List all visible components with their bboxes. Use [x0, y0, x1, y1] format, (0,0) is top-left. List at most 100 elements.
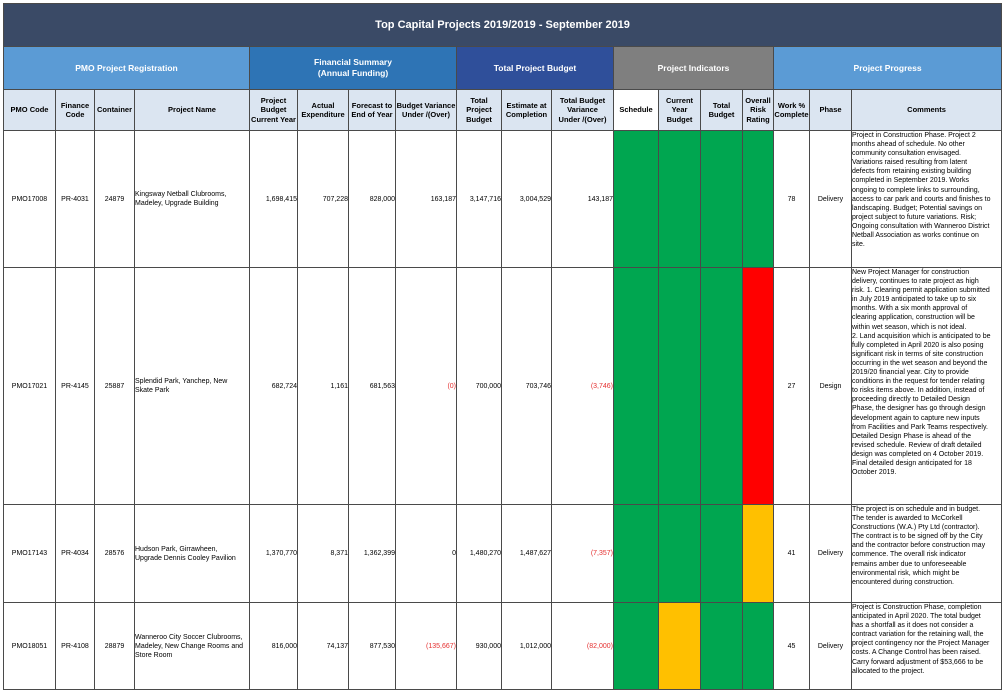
budget-current-year-cell: 1,370,770 — [249, 504, 298, 603]
col-total-variance-l3: Under /(Over) — [558, 114, 607, 124]
estimate-completion-cell: 703,746 — [501, 267, 552, 505]
comment-line: landscaping. Budget; Potential savings o… — [852, 204, 982, 212]
comment-line: development again to capture new inputs — [852, 414, 980, 422]
current-year-budget-indicator — [658, 504, 701, 603]
schedule-indicator — [613, 504, 659, 603]
phase-cell: Delivery — [809, 504, 852, 603]
comment-line: October 2019. — [852, 469, 897, 477]
comment-line: site. — [852, 241, 865, 249]
col-estimate-l1: Estimate at — [506, 100, 547, 110]
col-tot-budget-l1: Total — [712, 100, 731, 110]
total-budget-variance-cell: (7,357) — [551, 504, 614, 603]
forecast-cell: 681,563 — [348, 267, 396, 505]
col-cy-budget-l3: Budget — [666, 114, 693, 124]
comment-line: project contingency nor the Project Mana… — [852, 640, 990, 648]
comment-line: has a shortfall as it does not consider … — [852, 622, 974, 630]
comment-line: proceeding directly to Detailed Design — [852, 396, 970, 404]
comment-line: defects from retaining existing building — [852, 168, 972, 176]
col-risk-l3: Rating — [746, 114, 770, 124]
comment-line: revised schedule. Review of draft detail… — [852, 441, 982, 449]
comment-line: clearing application, construction will … — [852, 314, 975, 322]
col-container: Container — [94, 89, 135, 131]
col-current-year-budget: Current Year Budget — [658, 89, 701, 131]
container-cell: 28576 — [94, 504, 135, 603]
col-work-complete: Work % Complete — [773, 89, 810, 131]
comment-line: months. With a six month approval of — [852, 305, 968, 313]
project-name-line: Madeley, Upgrade Building — [135, 200, 219, 207]
finance-code-cell: PR-4034 — [55, 504, 95, 603]
container-cell: 24879 — [94, 130, 135, 268]
work-complete-cell: 27 — [773, 267, 810, 505]
col-finance-code: Finance Code — [55, 89, 95, 131]
col-project-name: Project Name — [134, 89, 250, 131]
actual-expenditure-cell: 707,228 — [297, 130, 349, 268]
col-forecast: Forecast to End of Year — [348, 89, 396, 131]
col-work-l1: Work % — [777, 100, 806, 110]
project-name-line: Madeley, New Change Rooms and — [135, 642, 244, 650]
project-name-line: Kingsway Netball Clubrooms, — [135, 191, 227, 198]
comment-line: from Facilities and Park Teams respectiv… — [852, 423, 988, 431]
col-total-budget-l1: Total Project — [466, 95, 492, 115]
budget-current-year-cell: 816,000 — [249, 602, 298, 690]
col-budget-variance: Budget Variance Under /(Over) — [395, 89, 457, 131]
phase-cell: Design — [809, 267, 852, 505]
col-schedule: Schedule — [613, 89, 659, 131]
group-financial-summary: Financial Summary (Annual Funding) — [249, 46, 457, 90]
group-project-progress: Project Progress — [772, 46, 1003, 90]
comment-line: Project is Construction Phase, completio… — [852, 604, 982, 611]
forecast-cell: 877,530 — [348, 602, 396, 690]
project-name-cell: Wanneroo City Soccer Clubrooms, Madeley, … — [134, 602, 250, 690]
total-budget-indicator — [700, 504, 743, 603]
estimate-completion-cell: 1,012,000 — [501, 602, 552, 690]
col-project-budget-l3: Current Year — [251, 114, 296, 124]
schedule-indicator — [613, 602, 659, 690]
comment-line: Variations raised resulting from latent — [852, 159, 968, 167]
finance-code-cell: PR-4145 — [55, 267, 95, 505]
col-cy-budget-l2: Year — [671, 105, 688, 115]
col-tot-budget-l2: Budget — [708, 110, 735, 119]
group-project-indicators: Project Indicators — [613, 46, 774, 90]
col-actual-expenditure: Actual Expenditure — [297, 89, 349, 131]
col-work-l2: Complete — [774, 110, 809, 119]
comment-line: remains amber due to unforeseeable — [852, 560, 967, 568]
col-total-budget-l2: Budget — [466, 114, 492, 124]
comment-line: 2019/20 financial year. City to provide — [852, 369, 969, 377]
col-total-budget-variance: Total Budget Variance Under /(Over) — [551, 89, 614, 131]
pmo-code-cell: PMO17008 — [3, 130, 56, 268]
project-name-cell: Hudson Park, Girrawheen, Upgrade Dennis C… — [134, 504, 250, 603]
comment-line: in July 2019 anticipated to take up to s… — [852, 296, 977, 304]
comment-line: The contract is to be signed off by the … — [852, 533, 983, 541]
col-pmo-code: PMO Code — [3, 89, 56, 131]
schedule-indicator — [613, 267, 659, 505]
col-forecast-l1: Forecast to — [351, 100, 393, 110]
col-finance-code-l1: Finance — [60, 100, 90, 110]
comment-line: Project in Construction Phase. Project 2 — [852, 132, 976, 139]
comment-line: Detailed Design Phase is ahead of the — [852, 432, 972, 440]
table-row: PMO18051 PR-4108 28879 Wanneroo City Soccer… — [3, 602, 1003, 690]
phase-cell: Delivery — [809, 130, 852, 268]
overall-risk-indicator — [742, 267, 774, 505]
col-estimate-l2: Completion — [505, 110, 548, 119]
actual-expenditure-cell: 1,161 — [297, 267, 349, 505]
budget-variance-cell: (0) — [395, 267, 457, 505]
col-actual-l1: Actual — [311, 100, 335, 110]
finance-code-cell: PR-4031 — [55, 130, 95, 268]
comment-line: delivery, continues to rate project as h… — [852, 278, 979, 286]
comment-line: completed in September 2019. Works — [852, 177, 969, 185]
estimate-completion-cell: 3,004,529 — [501, 130, 552, 268]
col-total-variance-l2: Variance — [567, 105, 598, 115]
comment-line: months ahead of schedule. No other — [852, 141, 965, 149]
project-name-line: Upgrade Dennis Cooley Pavilion — [135, 554, 236, 562]
estimate-completion-cell: 1,487,627 — [501, 504, 552, 603]
current-year-budget-indicator — [658, 267, 701, 505]
project-name-line: Wanneroo City Soccer Clubrooms, — [135, 633, 243, 641]
actual-expenditure-cell: 74,137 — [297, 602, 349, 690]
comment-line: design was completed on 4 October 2019. — [852, 450, 984, 458]
total-project-budget-cell: 1,480,270 — [456, 504, 502, 603]
work-complete-cell: 41 — [773, 504, 810, 603]
comment-line: risk. 1. Clearing permit application sub… — [852, 287, 990, 295]
col-project-budget: Project Budget Current Year — [249, 89, 298, 131]
group-financial-line2: (Annual Funding) — [317, 68, 389, 78]
col-phase: Phase — [809, 89, 852, 131]
